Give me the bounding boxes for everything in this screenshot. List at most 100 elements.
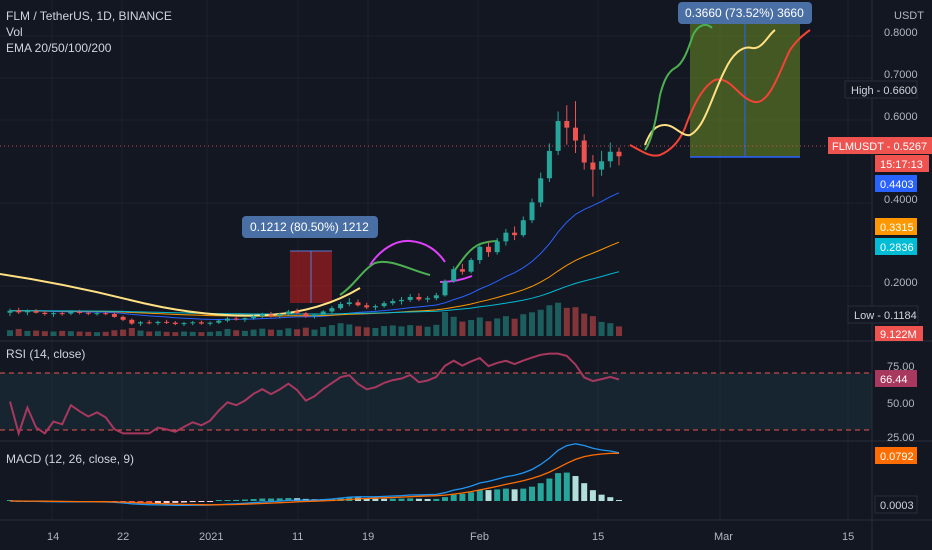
macd-hist-bar (215, 500, 222, 501)
volume-bar (120, 329, 127, 336)
candle (94, 311, 100, 316)
red-curve-1 (629, 29, 811, 157)
volume-bar (250, 329, 257, 336)
volume-bar (450, 316, 457, 336)
macd-hist-bar (398, 498, 405, 501)
ema-legend: EMA 20/50/100/200 (6, 41, 112, 55)
candle (207, 321, 213, 326)
candle (599, 150, 605, 176)
time-tick: Feb (470, 531, 489, 543)
volume-bar (328, 325, 335, 336)
volume-bar (398, 326, 405, 336)
currency-label: USDT (894, 10, 924, 22)
volume-bar (233, 330, 240, 336)
volume-bar (529, 312, 535, 336)
symbol-title: FLM / TetherUS, 1D, BINANCE (6, 9, 172, 23)
svg-text:FLMUSDT - 0.5267: FLMUSDT - 0.5267 (832, 141, 927, 153)
candle (329, 306, 335, 314)
macd-hist-bar (389, 498, 396, 501)
macd-hist-bar (607, 497, 614, 501)
time-tick: 22 (117, 531, 129, 543)
macd-hist-bar (563, 472, 570, 501)
candle (433, 292, 439, 301)
volume-legend: Vol (6, 25, 23, 39)
candle (555, 111, 561, 156)
volume-bar (424, 326, 431, 336)
volume-bar (198, 332, 205, 336)
green-curve-1 (339, 260, 431, 296)
volume-bar (50, 331, 57, 336)
candle (77, 309, 83, 315)
candle (190, 321, 196, 326)
candle (320, 310, 326, 317)
candle (520, 216, 526, 238)
macd-hist-bar (520, 488, 527, 501)
volume-bar (476, 317, 483, 336)
measure-box-large[interactable] (690, 23, 800, 158)
measure-box-small[interactable] (290, 250, 332, 303)
macd-hist-bar (589, 490, 596, 501)
candle (251, 314, 257, 320)
magenta-curve-1 (369, 239, 446, 266)
symbol-legend[interactable]: FLM / TetherUS, 1D, BINANCE Vol EMA 20/5… (6, 8, 172, 56)
candle (364, 302, 370, 310)
svg-text:66.44: 66.44 (880, 374, 908, 386)
volume-bar (616, 326, 622, 336)
candle (277, 312, 283, 319)
time-tick: 11 (292, 531, 303, 543)
macd-hist-bar (494, 489, 501, 501)
volume-bar (67, 331, 74, 336)
macd-signal-line (10, 452, 620, 506)
candle (303, 311, 309, 318)
candle (155, 320, 161, 326)
volume-bar (241, 330, 248, 336)
macd-hist-bar (616, 500, 622, 501)
price-tick: 0.4000 (884, 194, 918, 206)
volume-bar (268, 329, 274, 336)
macd-hist-bar (450, 494, 457, 501)
volume-bar (372, 328, 379, 336)
candle (616, 147, 622, 166)
volume-bar (572, 307, 579, 336)
candle (225, 316, 230, 323)
macd-hist-bar (511, 489, 518, 501)
candle (512, 226, 518, 241)
rsi-value-badge: 66.44 (875, 370, 917, 387)
volume-bar (59, 330, 66, 336)
volume-bar (511, 318, 518, 336)
volume-bar (85, 331, 92, 336)
macd-legend[interactable]: MACD (12, 26, close, 9) (6, 452, 135, 466)
macd-hist-bar (241, 499, 248, 501)
volume-bar (346, 324, 353, 336)
volume-bar (259, 328, 266, 336)
volume-bar (502, 316, 509, 336)
candle (51, 311, 56, 317)
measure-label-large: 0.3660 (73.52%) 3660 (678, 2, 812, 24)
svg-text:High - 0.6600: High - 0.6600 (851, 85, 917, 97)
macd-hist-bar (163, 501, 170, 503)
svg-text:0.0792: 0.0792 (880, 451, 914, 463)
volume-bar (520, 314, 527, 336)
candle (407, 294, 413, 302)
candle (259, 312, 265, 319)
macd-hist-bar (224, 500, 231, 501)
yellow-curve-1 (0, 273, 361, 317)
volume-bar (111, 330, 118, 336)
svg-text:0.4403: 0.4403 (880, 179, 914, 191)
time-tick: 15 (592, 531, 604, 543)
candle (442, 279, 448, 297)
rsi-tick: 25.00 (887, 432, 915, 444)
volume-bar (415, 325, 422, 336)
macd-hist-bar (415, 498, 422, 501)
macd-signal-badge: 0.0792 (875, 447, 917, 464)
candle (312, 313, 317, 319)
candle (590, 155, 596, 197)
macd-hist-bar (459, 493, 466, 501)
macd-hist-bar (181, 501, 187, 503)
candle (607, 142, 613, 168)
rsi-legend[interactable]: RSI (14, close) (6, 347, 86, 361)
volume-bar (172, 332, 179, 336)
measure-label-small: 0.1212 (80.50%) 1212 (242, 216, 378, 238)
macd-hist-badge: 0.0003 (874, 495, 918, 514)
